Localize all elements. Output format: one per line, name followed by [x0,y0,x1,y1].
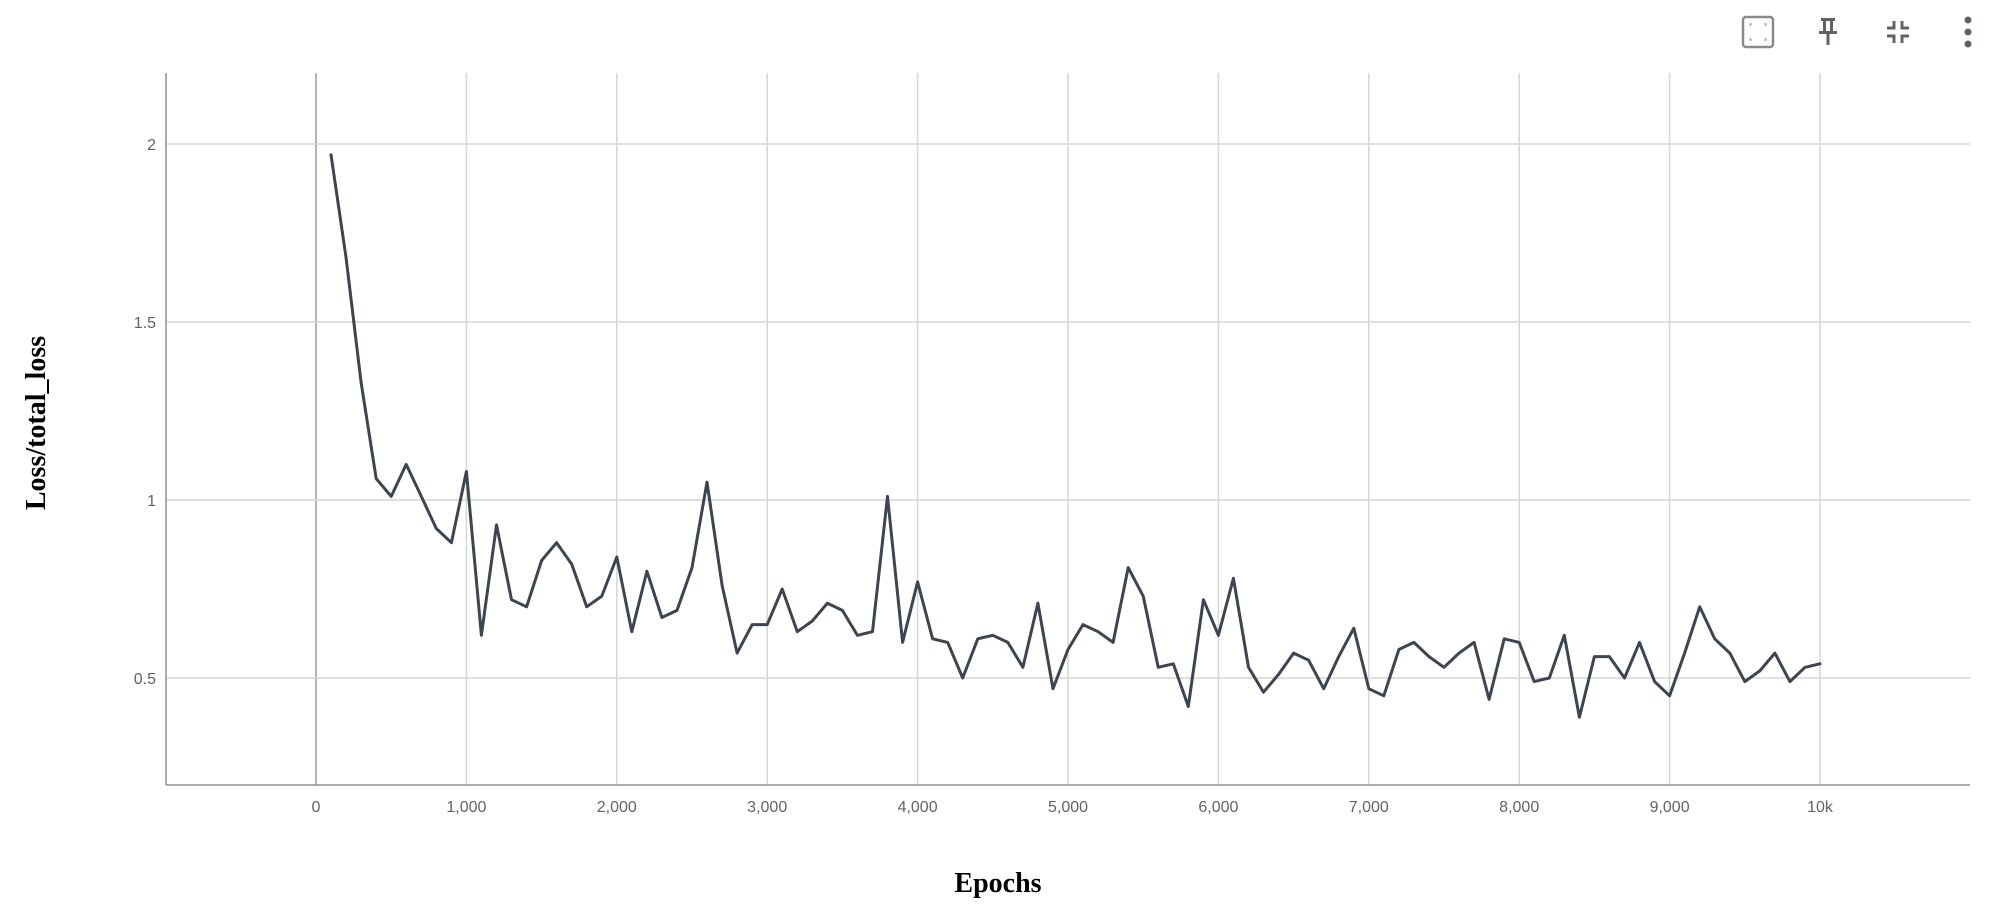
x-tick-label: 2,000 [597,799,637,816]
collapse-button[interactable] [1876,10,1920,54]
x-tick-label: 8,000 [1499,799,1539,816]
x-tick-label: 7,000 [1349,799,1389,816]
pin-button[interactable] [1806,10,1850,54]
collapse-icon [1887,21,1909,43]
series-line[interactable] [329,153,1822,719]
tick-labels: 0 1,000 2,000 3,000 4,000 5,000 6,000 7,000 8,00… [134,137,1834,816]
y-tick-label: 1 [147,493,156,510]
fit-domain-icon [1741,15,1775,49]
x-tick-label: 9,000 [1650,799,1690,816]
series [329,153,1822,719]
y-tick-label: 0.5 [134,671,156,688]
more-options-button[interactable] [1946,10,1990,54]
fit-domain-button[interactable] [1736,10,1780,54]
x-tick-label: 0 [312,799,321,816]
x-tick-label: 4,000 [898,799,938,816]
x-axis-title: Epochs [954,868,1041,899]
y-tick-label: 1.5 [134,315,156,332]
pin-icon [1819,18,1837,45]
x-tick-label: 5,000 [1048,799,1088,816]
more-options-icon [1964,16,1972,48]
grid [166,73,1970,785]
x-tick-label: 6,000 [1198,799,1238,816]
x-tick-label: 3,000 [747,799,787,816]
x-tick-label: 10k [1807,799,1834,816]
y-axis-title: Loss/total_loss [21,336,52,510]
axes [165,73,1970,786]
chart-toolbar [1736,10,1990,54]
x-tick-label: 1,000 [446,799,486,816]
y-tick-label: 2 [147,137,156,154]
